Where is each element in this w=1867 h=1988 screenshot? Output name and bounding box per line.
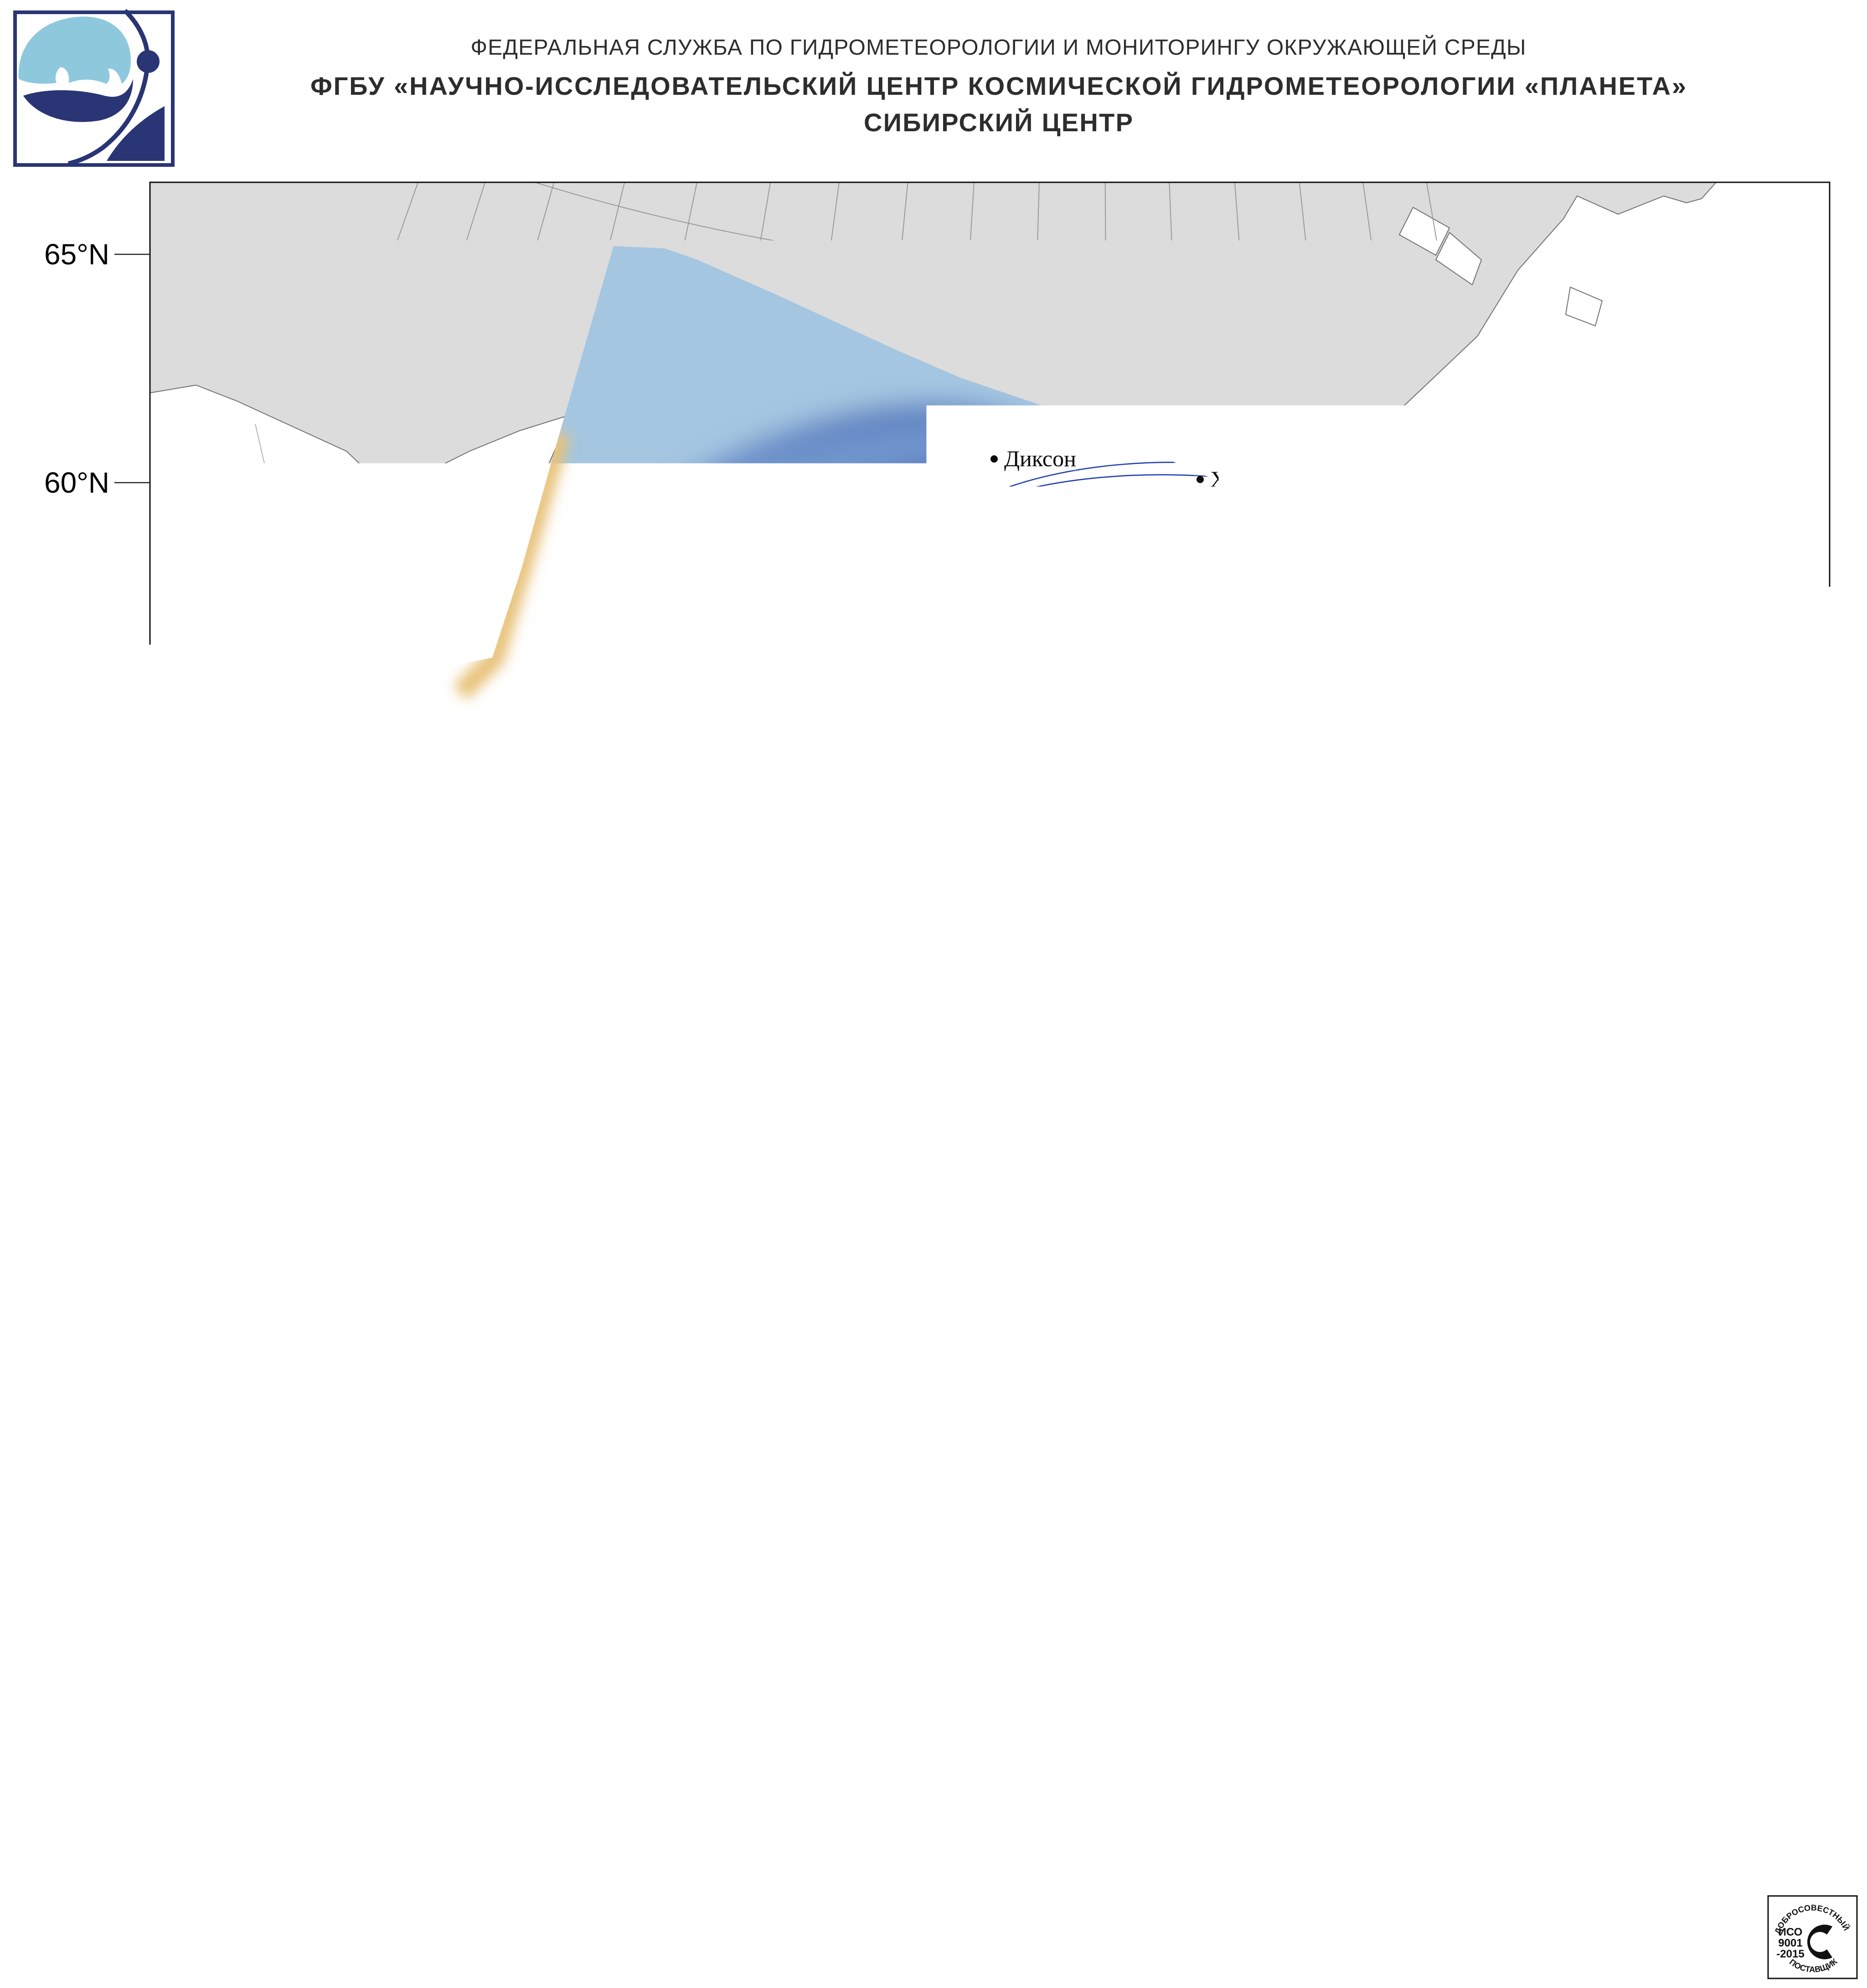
svg-text:ФГБУ «НАУЧНО-ИССЛЕДОВАТЕЛЬСКИЙ: ФГБУ «НАУЧНО-ИССЛЕДОВАТЕЛЬСКИЙ ЦЕНТР КОС… bbox=[310, 72, 1686, 100]
svg-text:Душанбе: Душанбе bbox=[768, 1397, 857, 1422]
svg-text:Тел.: (383) 363-46-05, Факс: (: Тел.: (383) 363-46-05, Факс: (383) 363-4… bbox=[27, 1920, 359, 1939]
svg-text:Новосибирск: Новосибирск bbox=[1046, 978, 1175, 1003]
svg-text:540: 540 bbox=[1464, 1213, 1496, 1236]
svg-text:552: 552 bbox=[1232, 1289, 1266, 1317]
svg-text:ИСО: ИСО bbox=[1779, 1926, 1803, 1938]
svg-text:540: 540 bbox=[953, 1150, 985, 1174]
svg-text:45°N: 45°N bbox=[44, 989, 109, 1022]
svg-text:П.Тунгуска: П.Тунгуска bbox=[1131, 790, 1242, 816]
svg-text:Спектральный диапазон: 23.8 -: Спектральный диапазон: 23.8 - 183.3 ГГц bbox=[784, 1896, 1186, 1920]
svg-text:Красноярск: Красноярск bbox=[1188, 932, 1301, 958]
svg-text:СИБИРСКИЙ ЦЕНТР: СИБИРСКИЙ ЦЕНТР bbox=[864, 108, 1133, 137]
svg-text:Бишкек: Бишкек bbox=[893, 1297, 968, 1322]
svg-text:509: 509 bbox=[575, 1779, 616, 1807]
svg-text:540: 540 bbox=[1241, 1149, 1273, 1172]
svg-text:Атырау: Атырау bbox=[504, 1103, 576, 1128]
svg-text:Тегеран: Тегеран bbox=[389, 1404, 465, 1429]
svg-text:-2015: -2015 bbox=[1776, 1948, 1804, 1960]
svg-text:532: 532 bbox=[1253, 1096, 1284, 1119]
svg-text:504: 504 bbox=[1113, 935, 1144, 958]
svg-text:543: 543 bbox=[1207, 1779, 1248, 1807]
svg-text:60°N: 60°N bbox=[44, 466, 109, 499]
svg-text:60°E: 60°E bbox=[512, 1583, 576, 1616]
svg-text:Ханты-Мансийск: Ханты-Мансийск bbox=[853, 805, 1023, 830]
svg-text:65°N: 65°N bbox=[44, 238, 109, 271]
svg-text:08.03.2026 00:00 GMT: 08.03.2026 00:00 GMT bbox=[877, 1923, 1093, 1947]
svg-text:544: 544 bbox=[1519, 1216, 1551, 1240]
svg-text:548: 548 bbox=[948, 1483, 982, 1511]
svg-text:Чимбай: Чимбай bbox=[614, 1252, 689, 1277]
svg-text:532: 532 bbox=[998, 1779, 1039, 1807]
svg-text:Suomi NPP / ATMS: Suomi NPP / ATMS bbox=[1516, 1871, 1673, 1891]
svg-text:544: 544 bbox=[1272, 1227, 1306, 1254]
svg-text:Пекин: Пекин bbox=[1770, 1214, 1832, 1239]
svg-text:Ванавара: Ванавара bbox=[1300, 798, 1390, 824]
svg-text:536: 536 bbox=[1089, 1138, 1120, 1161]
svg-text:498: 498 bbox=[366, 1779, 407, 1807]
svg-text:554: 554 bbox=[1417, 1779, 1458, 1807]
svg-text:Сибирский центр ФГБУ «НИЦ «Пла: Сибирский центр ФГБУ «НИЦ «Планета» bbox=[27, 1878, 341, 1896]
svg-text:ФЕДЕРАЛЬНАЯ СЛУЖБА ПО ГИДРОМЕТ: ФЕДЕРАЛЬНАЯ СЛУЖБА ПО ГИДРОМЕТЕОРОЛОГИИ … bbox=[471, 35, 1526, 60]
svg-text:Сивас: Сивас bbox=[167, 1172, 225, 1197]
svg-text:Кызыл: Кызыл bbox=[1226, 1047, 1292, 1072]
svg-text:Улан-Батор: Улан-Батор bbox=[1462, 1118, 1572, 1143]
svg-text:Урумчи: Урумчи bbox=[1143, 1267, 1217, 1293]
svg-text:Иркутск: Иркутск bbox=[1391, 1037, 1473, 1062]
svg-text:9001: 9001 bbox=[1778, 1937, 1802, 1949]
svg-text:532: 532 bbox=[881, 1087, 913, 1110]
svg-text:NOAA21 / ATMS: NOAA21 / ATMS bbox=[1516, 1891, 1651, 1911]
svg-text:544: 544 bbox=[1748, 1241, 1780, 1265]
svg-text:90°E: 90°E bbox=[1190, 1583, 1253, 1616]
svg-text:NOAA20 / ATMS: NOAA20 / ATMS bbox=[1516, 1851, 1651, 1871]
svg-text:Омск: Омск bbox=[897, 976, 950, 1002]
svg-text:30°N: 30°N bbox=[44, 1397, 109, 1430]
svg-text:Ростов-на-Дону: Ростов-на-Дону bbox=[306, 1011, 460, 1036]
svg-text:Сабетта: Сабетта bbox=[922, 513, 999, 539]
svg-text:40°N: 40°N bbox=[44, 1132, 109, 1165]
svg-text:Туруханск: Туруханск bbox=[1091, 673, 1193, 698]
svg-text:504: 504 bbox=[1437, 766, 1471, 793]
svg-text:Норильск: Норильск bbox=[1086, 571, 1181, 597]
svg-text:Ашхабад: Ашхабад bbox=[555, 1370, 643, 1396]
svg-text:487: 487 bbox=[155, 1779, 196, 1807]
svg-text:492: 492 bbox=[1278, 517, 1312, 545]
svg-text:45°E: 45°E bbox=[144, 1583, 208, 1616]
svg-text:Россия, 630099, г. Новосибирск: Россия, 630099, г. Новосибирск, ул. Сове… bbox=[27, 1899, 408, 1918]
svg-text:508: 508 bbox=[970, 783, 1001, 806]
svg-text:Казань: Казань bbox=[541, 870, 608, 896]
svg-text:Ставрополь: Ставрополь bbox=[315, 1082, 429, 1107]
svg-text:Москва: Москва bbox=[383, 797, 457, 823]
svg-text:548: 548 bbox=[1379, 1085, 1413, 1112]
svg-text:Диксон: Диксон bbox=[1004, 446, 1076, 471]
svg-text:521: 521 bbox=[789, 1779, 830, 1807]
svg-text:516: 516 bbox=[897, 837, 928, 860]
svg-text:504: 504 bbox=[1057, 712, 1090, 737]
svg-text:Воронеж: Воронеж bbox=[353, 904, 441, 929]
svg-text:Курган: Курган bbox=[777, 943, 845, 969]
svg-text:566: 566 bbox=[1626, 1779, 1667, 1807]
svg-text:Чита: Чита bbox=[1535, 970, 1583, 995]
svg-text:С.Енисейск: С.Енисейск bbox=[1176, 818, 1290, 843]
svg-text:Хатанга: Хатанга bbox=[1210, 466, 1288, 492]
svg-text:105°E: 105°E bbox=[1511, 1583, 1591, 1616]
svg-text:520: 520 bbox=[1000, 871, 1031, 894]
svg-text:Абакан: Абакан bbox=[1180, 1000, 1250, 1026]
svg-text:524: 524 bbox=[851, 923, 883, 947]
svg-text:Усть-Илимск: Усть-Илимск bbox=[1334, 863, 1462, 888]
svg-text:Архангельск: Архангельск bbox=[535, 601, 658, 626]
svg-text:Игарка: Игарка bbox=[1070, 627, 1139, 652]
svg-text:560: 560 bbox=[999, 1383, 1031, 1406]
svg-text:35°N: 35°N bbox=[44, 1266, 109, 1299]
svg-text:Сыктывкар: Сыктывкар bbox=[621, 728, 731, 754]
svg-text:50°N: 50°N bbox=[44, 829, 109, 862]
svg-text:55°N: 55°N bbox=[44, 656, 109, 689]
svg-text:75°E: 75°E bbox=[858, 1583, 922, 1616]
svg-text:Екатеринбург: Екатеринбург bbox=[714, 894, 847, 919]
svg-text:E-Mail:alexk@rcpod.ru, www.rcp: E-Mail:alexk@rcpod.ru, www.rcpod.ru bbox=[27, 1940, 302, 1959]
